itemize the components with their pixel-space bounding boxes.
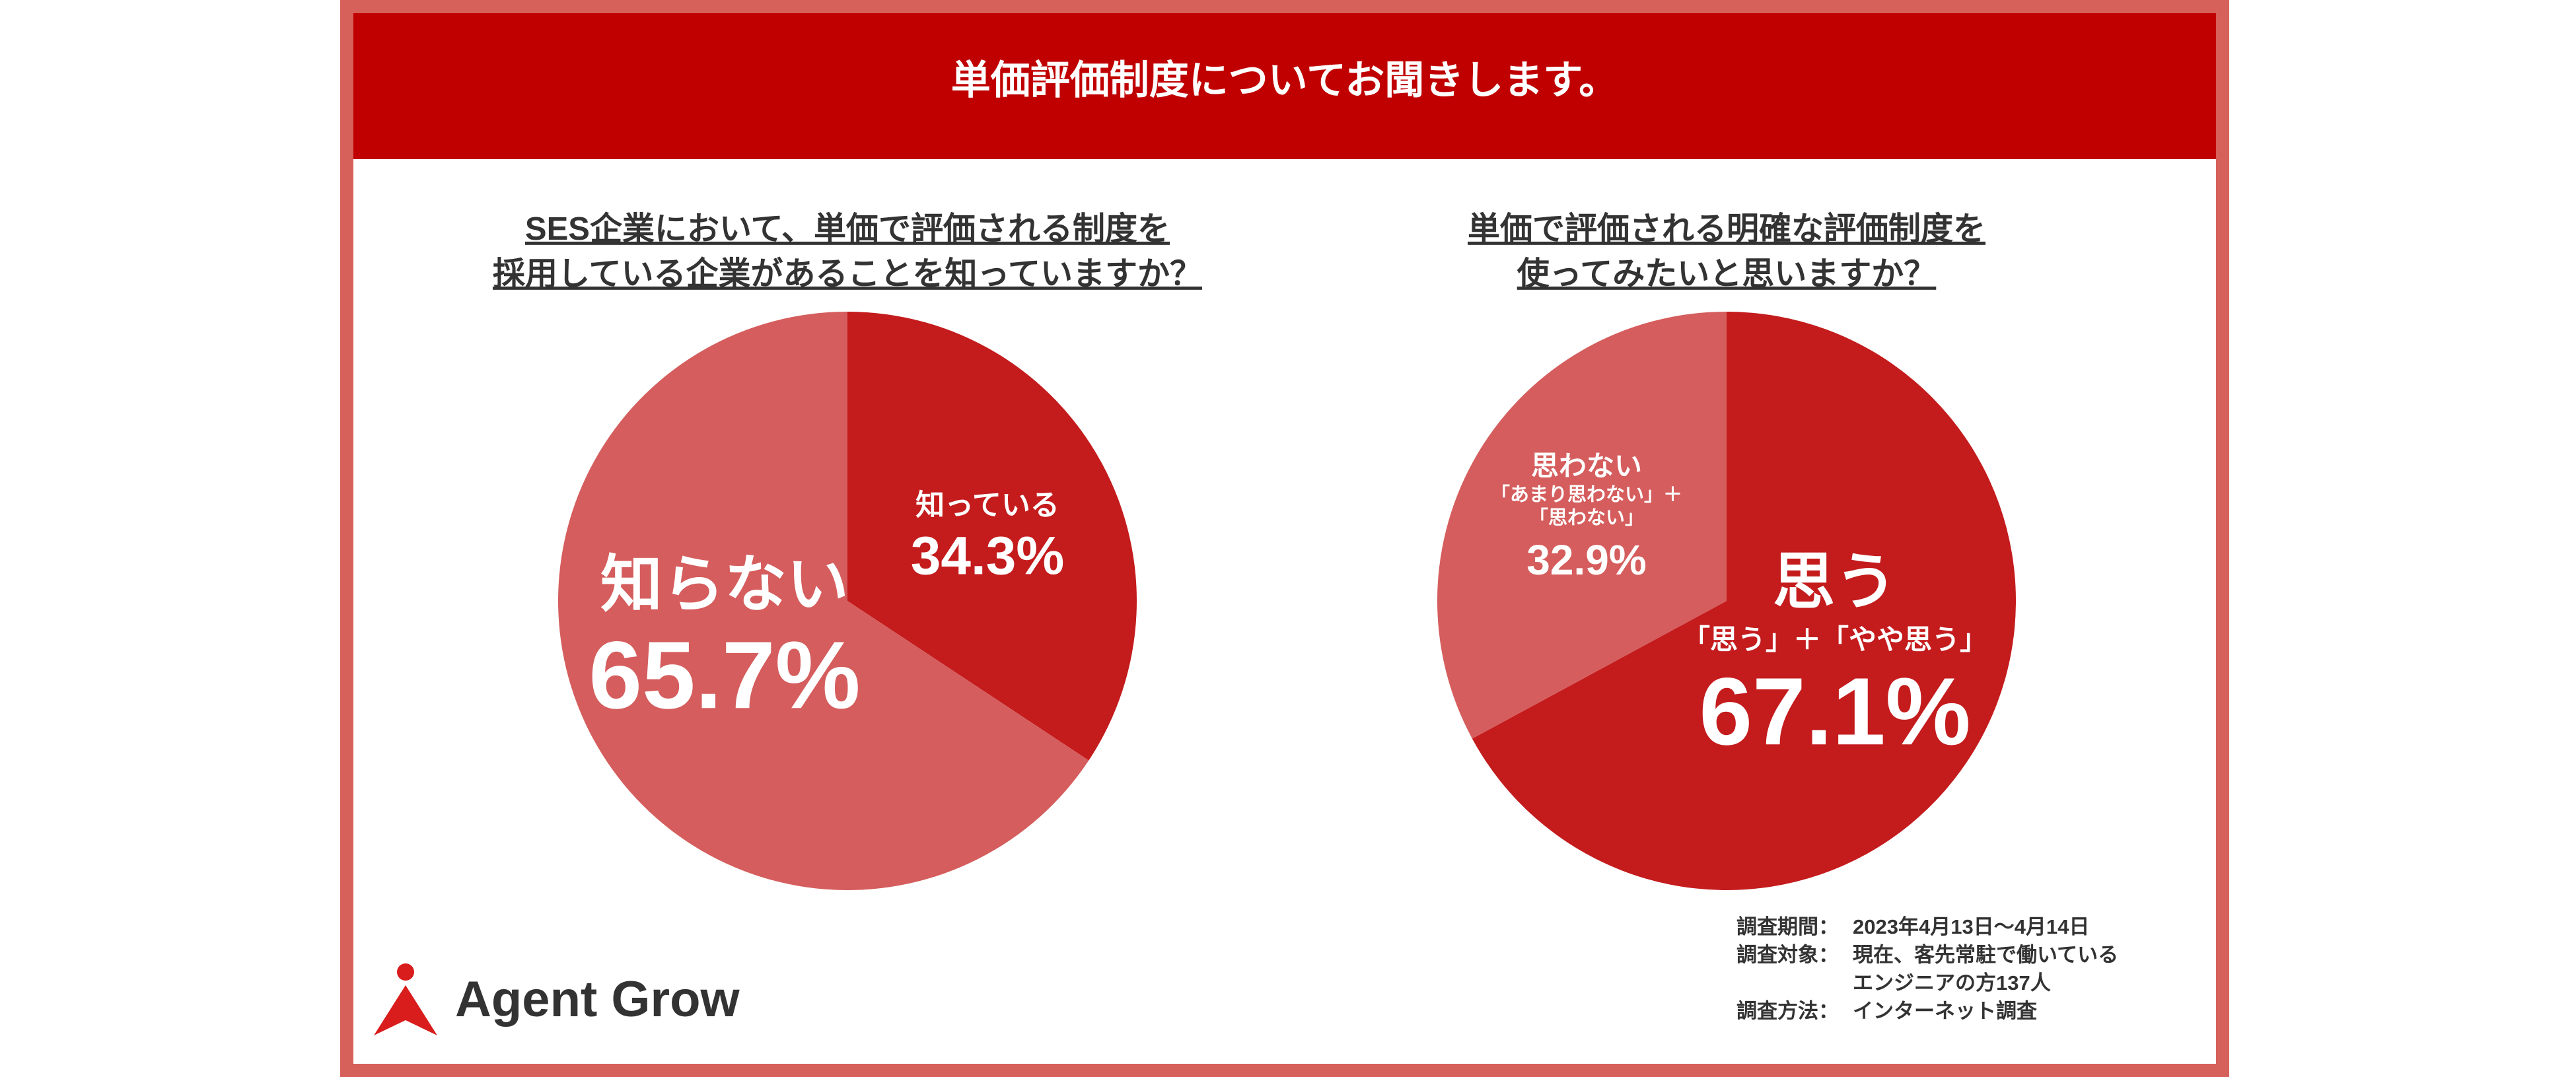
slice-value-label: 65.7% (589, 621, 860, 728)
slice-note: 「思う」＋「やや思う」 (1682, 624, 1987, 655)
survey-value: インターネット調査 (1853, 1000, 2037, 1023)
slice-name: 思わない (1531, 450, 1642, 481)
survey-label: 調査方法： (1736, 1000, 1839, 1023)
survey-label: 調査期間： (1736, 915, 1839, 938)
survey-value: エンジニアの方137人 (1853, 971, 2051, 994)
pie-slice (557, 312, 1089, 890)
pie-slice (1437, 312, 1727, 739)
slice-name: 思う (1773, 547, 1897, 616)
survey-label: 調査対象： (1736, 944, 1839, 967)
pie-slice (1472, 312, 2016, 890)
header-band (353, 13, 2216, 159)
slice-note: 「思わない」 (1529, 507, 1644, 529)
slice-note: 「あまり思わない」＋ (1491, 484, 1682, 506)
slice-value-label: 67.1% (1699, 658, 1970, 765)
survey-value: 現在、客先常駐で働いている (1853, 944, 2118, 967)
chart-title: SES企業において、単価で評価される制度を (525, 211, 1170, 247)
pie-slice (847, 312, 1137, 761)
slice-name: 知らない (600, 549, 849, 619)
logo-text: Agent Grow (455, 971, 740, 1027)
logo-dot (397, 963, 414, 981)
survey-value: 2023年4月13日〜4月14日 (1853, 915, 2089, 938)
header-title: 単価評価制度についてお聞きします。 (951, 58, 1618, 102)
slice-value-label: 34.3% (911, 526, 1065, 586)
logo-arrow (374, 985, 437, 1035)
logo-icon (374, 963, 437, 1035)
chart-title: 使ってみたいと思いますか？ (1517, 256, 1937, 292)
slice-name: 知っている (915, 489, 1059, 522)
chart-title: 単価で評価される明確な評価制度を (1468, 211, 1986, 247)
slice-value-label: 32.9% (1526, 536, 1646, 584)
chart-title: 採用している企業があることを知っていますか？ (493, 256, 1202, 292)
